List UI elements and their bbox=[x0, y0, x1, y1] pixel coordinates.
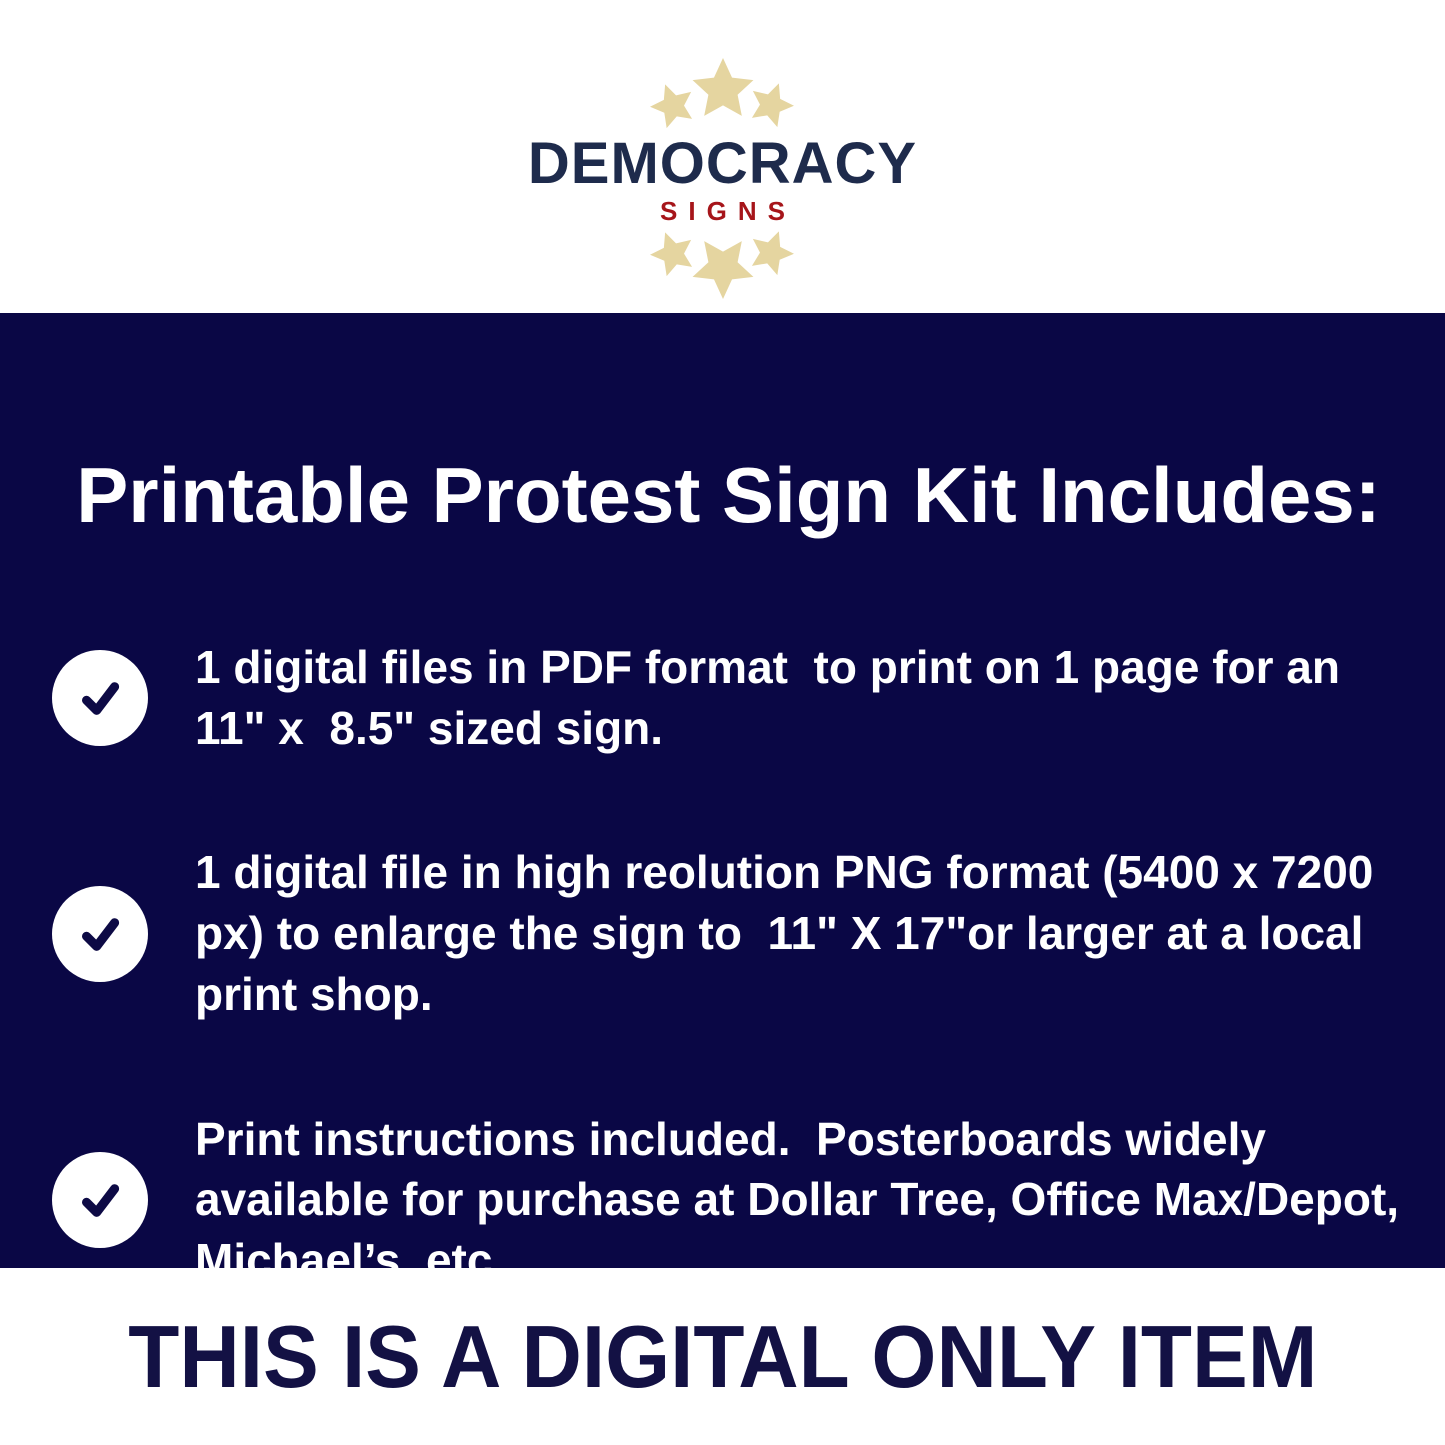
star-cluster-top bbox=[613, 58, 833, 130]
footer-banner: THIS IS A DIGITAL ONLY ITEM bbox=[0, 1268, 1445, 1445]
check-icon bbox=[82, 682, 120, 715]
benefit-item: Print instructions included. Posterboard… bbox=[52, 1109, 1405, 1291]
info-panel: Printable Protest Sign Kit Includes: 1 d… bbox=[0, 313, 1445, 1286]
benefit-text: 1 digital files in PDF format to print o… bbox=[195, 641, 1340, 754]
logo-section: DEMOCRACY SIGNS bbox=[0, 0, 1445, 313]
footer-text: THIS IS A DIGITAL ONLY ITEM bbox=[127, 1306, 1318, 1406]
panel-heading: Printable Protest Sign Kit Includes: bbox=[76, 451, 1381, 540]
benefit-item: 1 digital files in PDF format to print o… bbox=[52, 637, 1405, 758]
check-circle bbox=[52, 649, 148, 746]
star-icon bbox=[741, 76, 800, 135]
star-icon bbox=[643, 77, 702, 136]
star-icon bbox=[691, 235, 755, 299]
brand-name: DEMOCRACY bbox=[527, 131, 918, 196]
star-icon bbox=[643, 225, 702, 284]
check-circle bbox=[52, 1151, 148, 1248]
check-circle bbox=[52, 885, 148, 982]
star-cluster-bottom bbox=[613, 231, 833, 303]
brand-tagline: SIGNS bbox=[660, 196, 796, 226]
check-icon bbox=[82, 917, 120, 951]
check-icon bbox=[82, 1183, 120, 1217]
star-icon bbox=[691, 58, 755, 122]
benefit-text: 1 digital file in high reolution PNG for… bbox=[195, 846, 1374, 1020]
benefit-list: 1 digital files in PDF format to print o… bbox=[52, 637, 1405, 1291]
star-icon bbox=[741, 224, 800, 283]
benefit-text: Print instructions included. Posterboard… bbox=[195, 1112, 1400, 1287]
benefit-item: 1 digital file in high reolution PNG for… bbox=[52, 842, 1405, 1024]
